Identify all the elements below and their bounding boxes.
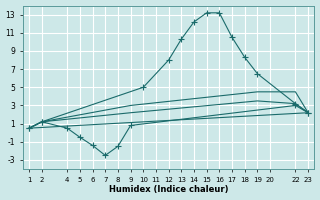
X-axis label: Humidex (Indice chaleur): Humidex (Indice chaleur) [109, 185, 228, 194]
